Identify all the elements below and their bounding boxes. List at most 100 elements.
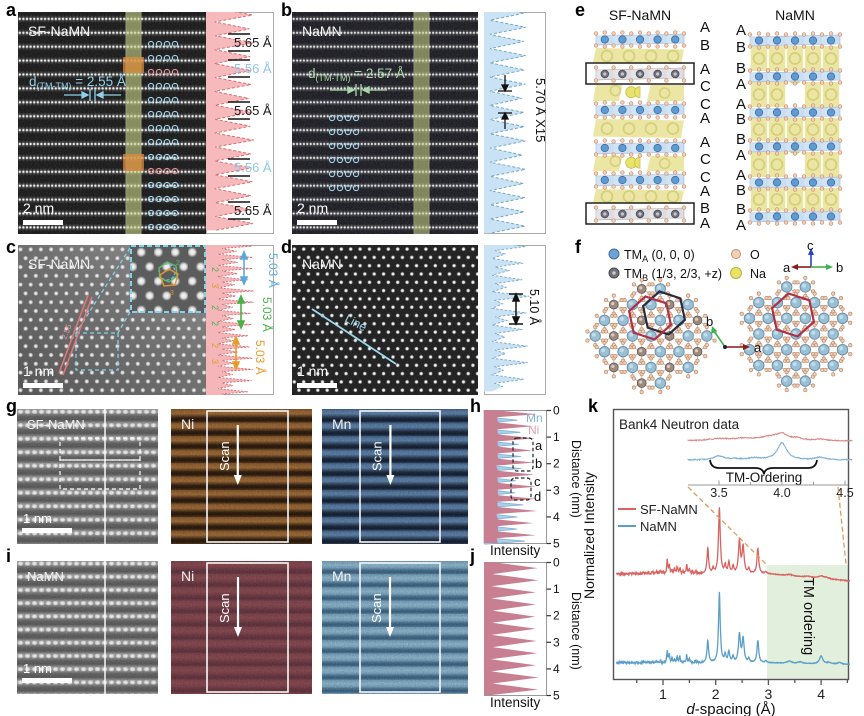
svg-text:2: 2	[210, 321, 220, 326]
svg-text:3: 3	[210, 283, 220, 288]
svg-text:1: 1	[659, 686, 667, 702]
svg-text:A: A	[700, 134, 710, 151]
svg-text:5: 5	[553, 689, 560, 703]
svg-text:1 nm: 1 nm	[23, 661, 52, 676]
svg-text:C: C	[700, 151, 711, 168]
svg-text:1: 1	[553, 430, 560, 444]
svg-text:1 nm: 1 nm	[23, 511, 52, 526]
svg-text:5.56 Å: 5.56 Å	[234, 160, 272, 175]
svg-text:3: 3	[210, 359, 220, 364]
svg-text:5.10 Å: 5.10 Å	[527, 289, 542, 326]
svg-text:Intensity: Intensity	[490, 543, 541, 558]
svg-text:Bank4 Neutron data: Bank4 Neutron data	[619, 417, 740, 432]
svg-text:a: a	[754, 340, 762, 355]
svg-text:b: b	[836, 260, 843, 275]
svg-text:d: d	[534, 489, 541, 504]
svg-text:Intensity: Intensity	[490, 695, 541, 710]
svg-text:2: 2	[210, 267, 220, 272]
svg-text:2: 2	[553, 457, 560, 471]
svg-text:Ni: Ni	[528, 423, 539, 437]
svg-text:SF-NaMN: SF-NaMN	[27, 417, 85, 432]
svg-text:2: 2	[210, 343, 220, 348]
svg-text:B: B	[736, 131, 746, 148]
svg-text:Scan: Scan	[369, 441, 384, 471]
svg-text:A: A	[700, 61, 710, 78]
svg-text:Mn: Mn	[332, 416, 351, 432]
svg-text:Scan: Scan	[217, 441, 232, 471]
svg-text:4.0: 4.0	[773, 486, 790, 500]
svg-text:C: C	[700, 96, 711, 113]
svg-text:a: a	[783, 260, 791, 275]
svg-text:5.56 Å: 5.56 Å	[234, 61, 272, 76]
svg-text:3: 3	[765, 686, 773, 702]
svg-text:4: 4	[553, 662, 560, 676]
svg-text:C: C	[700, 78, 711, 95]
svg-text:2: 2	[210, 305, 220, 310]
svg-text:C: C	[700, 169, 711, 186]
svg-text:B: B	[736, 201, 746, 218]
svg-text:5.65 Å: 5.65 Å	[234, 35, 272, 50]
svg-text:Distance (nm): Distance (nm)	[569, 592, 583, 670]
svg-text:A: A	[736, 147, 746, 164]
svg-text:TMB (1/3, 2/3, +z): TMB (1/3, 2/3, +z)	[624, 267, 722, 283]
svg-text:B: B	[736, 111, 746, 128]
svg-text:5.03 Å: 5.03 Å	[253, 340, 268, 375]
svg-text:3.5: 3.5	[710, 486, 727, 500]
svg-text:2: 2	[176, 260, 180, 267]
svg-text:Distance (nm): Distance (nm)	[569, 440, 583, 518]
svg-text:1 nm: 1 nm	[297, 363, 328, 379]
svg-text:5.65 Å: 5.65 Å	[234, 103, 272, 118]
svg-text:c: c	[807, 240, 814, 253]
svg-text:Mn: Mn	[332, 568, 351, 584]
svg-text:2: 2	[553, 609, 560, 623]
svg-text:c: c	[534, 474, 541, 489]
svg-text:Mn: Mn	[526, 411, 543, 425]
svg-text:Normalized Intensity: Normalized Intensity	[581, 472, 597, 599]
svg-text:Ni: Ni	[181, 568, 194, 584]
svg-text:1: 1	[553, 582, 560, 596]
svg-text:O: O	[750, 248, 760, 262]
svg-text:0: 0	[553, 556, 560, 570]
svg-text:2 nm: 2 nm	[23, 200, 54, 216]
svg-text:b: b	[535, 456, 542, 471]
svg-text:SF-NaMN: SF-NaMN	[28, 23, 90, 39]
svg-text:4: 4	[553, 510, 560, 524]
svg-text:A: A	[736, 96, 746, 113]
svg-text:A: A	[736, 217, 746, 234]
svg-text:TM-Ordering: TM-Ordering	[726, 470, 803, 485]
svg-text:5.03 Å: 5.03 Å	[266, 253, 281, 288]
svg-text:A: A	[736, 167, 746, 184]
svg-text:NaMN: NaMN	[302, 23, 342, 39]
svg-text:B: B	[700, 200, 710, 217]
svg-text:Scan: Scan	[217, 593, 232, 623]
svg-text:2: 2	[712, 686, 720, 702]
svg-text:5: 5	[553, 537, 560, 551]
svg-text:A: A	[700, 19, 710, 36]
svg-text:3: 3	[553, 483, 560, 497]
svg-text:5.70 Å X15: 5.70 Å X15	[533, 78, 546, 142]
svg-text:a: a	[535, 438, 543, 453]
svg-text:B: B	[736, 60, 746, 77]
svg-text:SF-NaMN: SF-NaMN	[28, 256, 90, 272]
svg-text:SF-NaMN: SF-NaMN	[609, 7, 671, 23]
svg-text:A: A	[700, 110, 710, 127]
svg-text:3: 3	[553, 635, 560, 649]
svg-text:NaMN: NaMN	[302, 256, 342, 272]
svg-text:Scan: Scan	[369, 593, 384, 623]
svg-text:5.03 Å: 5.03 Å	[260, 297, 275, 332]
svg-text:2 nm: 2 nm	[297, 200, 328, 216]
svg-text:5.65 Å: 5.65 Å	[234, 203, 272, 218]
svg-text:A: A	[736, 22, 746, 39]
svg-text:NaMN: NaMN	[640, 519, 677, 534]
svg-text:SF-NaMN: SF-NaMN	[640, 502, 698, 517]
svg-text:3: 3	[170, 290, 174, 297]
svg-text:4: 4	[817, 686, 825, 702]
svg-text:TM ordering: TM ordering	[800, 577, 816, 655]
svg-text:B: B	[736, 39, 746, 56]
svg-text:1 nm: 1 nm	[23, 363, 54, 379]
svg-text:4.5: 4.5	[836, 486, 853, 500]
svg-text:NaMN: NaMN	[775, 7, 815, 23]
svg-text:B: B	[700, 37, 710, 54]
svg-text:b: b	[706, 314, 713, 329]
svg-text:d-spacing (Å): d-spacing (Å)	[686, 701, 775, 716]
